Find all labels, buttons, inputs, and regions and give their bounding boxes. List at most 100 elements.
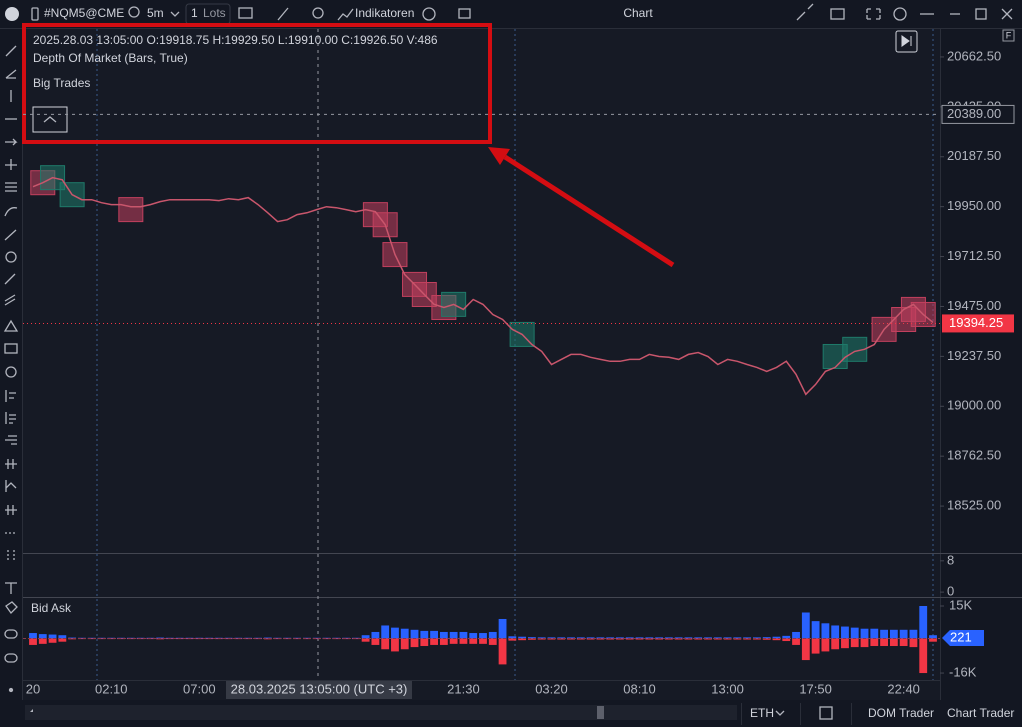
tool[interactable] bbox=[4, 207, 18, 217]
scrollbar[interactable] bbox=[25, 705, 737, 720]
last-value-label: 221 bbox=[950, 629, 972, 644]
tool[interactable] bbox=[5, 480, 17, 492]
crosshair-time-box bbox=[226, 681, 412, 699]
bid-ask-bar bbox=[547, 638, 556, 640]
tool[interactable] bbox=[5, 601, 18, 615]
dropdown[interactable] bbox=[775, 710, 785, 716]
tool[interactable] bbox=[8, 687, 14, 693]
bid-ask-bar bbox=[821, 638, 830, 652]
tool[interactable] bbox=[5, 412, 16, 424]
left-toolbar bbox=[3, 45, 19, 693]
logo[interactable] bbox=[5, 7, 19, 21]
annotation-arrow bbox=[503, 154, 675, 268]
maximize[interactable] bbox=[975, 8, 987, 20]
bid-ask-bar bbox=[263, 637, 272, 639]
icon[interactable] bbox=[796, 3, 814, 21]
bid-ask-bar bbox=[420, 638, 429, 647]
bid-ask-bar bbox=[381, 625, 390, 639]
y-tick-label: 15K bbox=[949, 597, 972, 612]
tool[interactable] bbox=[4, 273, 16, 285]
quantity[interactable]: 1 bbox=[191, 6, 198, 20]
bid-ask-bar bbox=[733, 638, 742, 640]
scroll-left[interactable] bbox=[30, 709, 33, 712]
tool[interactable] bbox=[5, 69, 17, 79]
collapse-button[interactable] bbox=[32, 106, 68, 133]
settings-icon[interactable] bbox=[893, 7, 907, 21]
bid-ask-bar bbox=[273, 638, 282, 640]
zoom-icon[interactable] bbox=[312, 7, 324, 19]
fullscreen-icon[interactable] bbox=[866, 8, 881, 20]
tool[interactable] bbox=[5, 45, 17, 57]
bid-ask-bar bbox=[312, 637, 321, 639]
indicator-icon[interactable] bbox=[337, 8, 354, 21]
tool[interactable] bbox=[4, 229, 17, 241]
bid-ask-bar bbox=[850, 627, 859, 639]
icon[interactable] bbox=[422, 7, 436, 21]
tool[interactable] bbox=[5, 159, 17, 170]
bid-ask-bar bbox=[655, 638, 663, 640]
bid-ask-bar bbox=[420, 630, 429, 639]
tool[interactable] bbox=[5, 390, 16, 402]
bid-ask-bar bbox=[860, 638, 869, 648]
chart-trader[interactable]: Chart Trader bbox=[947, 706, 1014, 720]
bid-ask-bar bbox=[479, 633, 487, 639]
bid-ask-bar bbox=[616, 637, 624, 639]
x-tick-label: 13:00 bbox=[711, 681, 744, 696]
x-tick-label: 03:20 bbox=[535, 681, 568, 696]
tool[interactable] bbox=[5, 366, 17, 378]
bid-ask-bar bbox=[312, 638, 321, 640]
session[interactable]: ETH bbox=[750, 706, 774, 720]
go-to-realtime[interactable] bbox=[895, 30, 918, 53]
camera-icon[interactable] bbox=[830, 8, 845, 20]
tool[interactable] bbox=[5, 582, 17, 594]
y-tick-label: 20662.50 bbox=[947, 48, 1001, 63]
tool[interactable] bbox=[5, 182, 17, 192]
bid-ask-bar bbox=[371, 631, 380, 639]
tool[interactable] bbox=[5, 251, 17, 263]
bid-ask-bar bbox=[880, 638, 888, 647]
symbol[interactable]: #NQM5@CME bbox=[44, 6, 124, 20]
bid-ask-bar bbox=[400, 638, 409, 650]
indicators[interactable]: Indikatoren bbox=[355, 6, 414, 20]
tool[interactable] bbox=[5, 435, 17, 445]
tool[interactable] bbox=[4, 343, 18, 354]
x-tick-label: 08:10 bbox=[623, 681, 656, 696]
bid-ask-bar bbox=[537, 637, 546, 639]
interval[interactable]: 5m bbox=[147, 6, 164, 20]
scroll-thumb[interactable] bbox=[597, 706, 604, 719]
tool[interactable] bbox=[5, 459, 17, 469]
bid-ask-bar bbox=[606, 637, 615, 639]
bid-ask-bar bbox=[811, 621, 820, 639]
tool[interactable] bbox=[4, 629, 18, 639]
search-icon[interactable] bbox=[128, 6, 140, 18]
bid-ask-bar bbox=[664, 637, 673, 639]
calendar-icon[interactable] bbox=[819, 706, 833, 720]
badge[interactable]: F bbox=[1006, 30, 1012, 40]
bid-ask-bar bbox=[831, 638, 840, 650]
dropdown[interactable] bbox=[170, 11, 180, 17]
tool[interactable] bbox=[3, 319, 19, 332]
bid-ask-bar bbox=[518, 638, 527, 641]
tool[interactable] bbox=[7, 550, 15, 562]
tool[interactable] bbox=[5, 138, 18, 146]
bid-ask-bar bbox=[567, 638, 575, 640]
bid-ask-bar bbox=[606, 638, 615, 640]
bid-ask-bar bbox=[107, 637, 116, 639]
bid-ask-bar bbox=[68, 637, 77, 639]
icon[interactable] bbox=[238, 7, 253, 19]
icon[interactable] bbox=[458, 8, 471, 19]
bid-ask-bar bbox=[508, 638, 517, 641]
bid-ask-bar bbox=[273, 637, 282, 639]
close[interactable] bbox=[1001, 8, 1013, 20]
bid-ask-bar bbox=[557, 637, 566, 639]
bid-ask-bar bbox=[801, 638, 810, 661]
badge-box[interactable] bbox=[1002, 29, 1015, 42]
tool[interactable] bbox=[4, 653, 18, 663]
quantity-unit[interactable]: Lots bbox=[203, 6, 226, 20]
icon[interactable] bbox=[31, 7, 39, 21]
bid-ask-bar bbox=[342, 637, 350, 639]
dom-trader[interactable]: DOM Trader bbox=[868, 706, 934, 720]
draw-icon[interactable] bbox=[277, 7, 289, 21]
tool[interactable] bbox=[5, 505, 17, 515]
tool[interactable] bbox=[4, 294, 16, 306]
